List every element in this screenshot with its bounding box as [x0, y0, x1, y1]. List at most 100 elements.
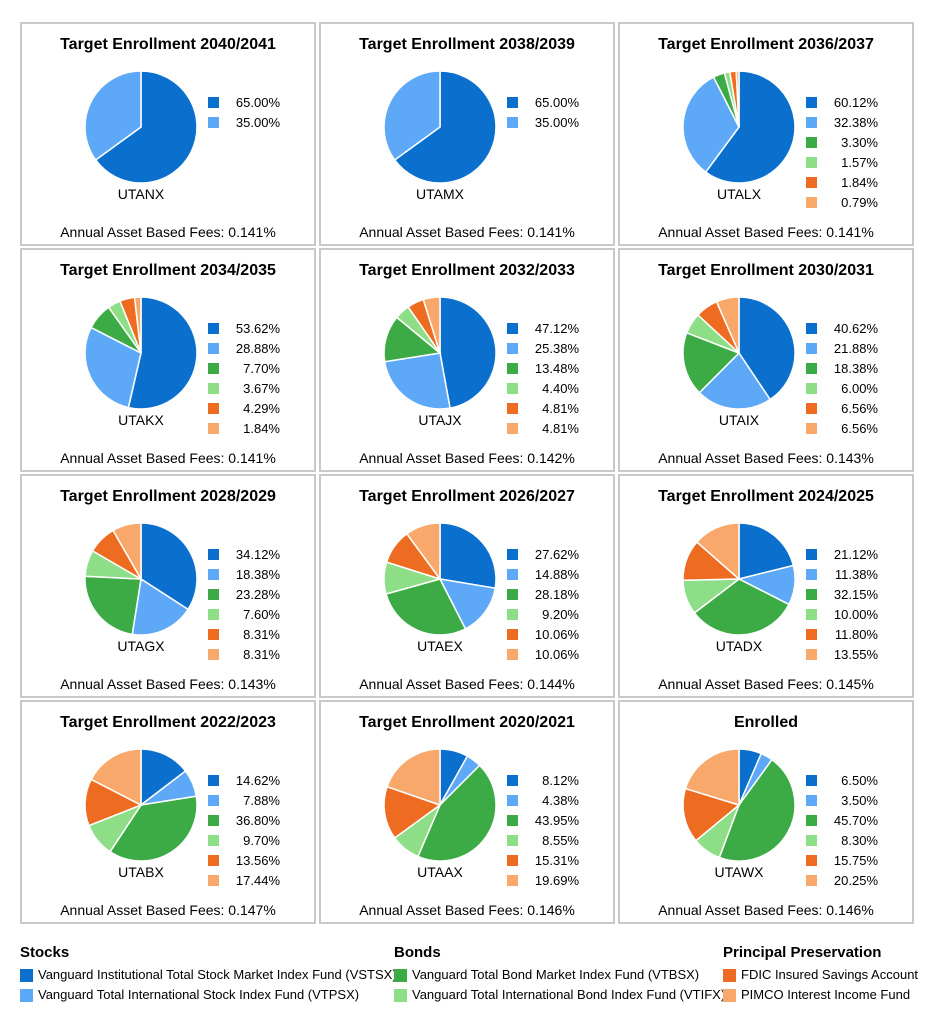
legend-value: 7.60%	[243, 607, 280, 622]
pie-slice-pimco	[112, 522, 142, 582]
chart-title: Target Enrollment 2038/2039	[359, 36, 575, 53]
legend-swatch-vtbsx	[507, 589, 518, 600]
annual-fees: Annual Asset Based Fees: 0.141%	[359, 224, 575, 240]
legend-value: 47.12%	[534, 321, 579, 336]
legend-item: 35.00%	[208, 114, 308, 134]
legend-swatch-vtbsx	[507, 363, 518, 374]
legend-item: 21.88%	[806, 340, 906, 360]
legend-value: 8.31%	[243, 627, 280, 642]
legend-swatch-vtpsx	[806, 795, 817, 806]
chart-title: Target Enrollment 2020/2021	[359, 714, 575, 731]
legend-item: 19.69%	[507, 872, 607, 892]
chart-title: Enrolled	[733, 714, 798, 731]
legend-swatch-vstsx	[806, 775, 817, 786]
pie-slice-pimco	[386, 748, 441, 807]
legend-value: 3.67%	[243, 381, 280, 396]
chart-legend: 53.62% 28.88% 7.70% 3.67% 4.29% 1.84%	[208, 320, 308, 440]
legend-swatch-vtpsx	[208, 117, 219, 128]
legend-value: 10.06%	[534, 647, 579, 662]
fund-ticker: UTAIX	[718, 412, 760, 428]
fund-ticker: UTANX	[117, 186, 165, 202]
allocation-chart: Target Enrollment 2032/2033 UTAJX 47.12% 25…	[319, 248, 615, 472]
legend-value: 4.38%	[542, 793, 579, 808]
pie-chart	[84, 296, 198, 410]
allocation-chart: Target Enrollment 2036/2037 UTALX 60.12% 32…	[618, 22, 914, 246]
legend-item: 23.28%	[208, 586, 308, 606]
legend-value: 7.88%	[243, 793, 280, 808]
legend-swatch-vtpsx	[507, 795, 518, 806]
legend-value: 15.31%	[534, 853, 579, 868]
pie-slice-vtpsx	[698, 351, 772, 410]
pie-slice-vtpsx	[84, 326, 142, 409]
fund-legend-item: FDIC Insured Savings Account	[723, 965, 918, 985]
pie-slice-pimco	[133, 296, 142, 354]
allocation-chart: Enrolled UTAWX 6.50% 3.50% 45.70% 8.30% 15.75%…	[618, 700, 914, 924]
fund-name: Vanguard Total Bond Market Index Fund (V…	[412, 967, 700, 982]
annual-fees: Annual Asset Based Fees: 0.141%	[60, 224, 276, 240]
chart-legend: 47.12% 25.38% 13.48% 4.40% 4.81% 4.81%	[507, 320, 607, 440]
fund-swatch-vstsx	[20, 969, 33, 982]
legend-value: 3.50%	[841, 793, 878, 808]
allocation-chart: Target Enrollment 2022/2023 UTABX 14.62% 7.…	[20, 700, 316, 924]
legend-item: 6.56%	[806, 420, 906, 440]
fund-ticker: UTAEX	[417, 638, 463, 654]
chart-legend: 6.50% 3.50% 45.70% 8.30% 15.75% 20.25%	[806, 772, 906, 892]
pie-chart	[682, 748, 796, 862]
fund-group-heading: Stocks	[20, 944, 70, 961]
legend-item: 8.12%	[507, 772, 607, 792]
legend-swatch-vtpsx	[507, 569, 518, 580]
pie-slice-vtbsx	[385, 578, 467, 636]
legend-value: 13.48%	[534, 361, 579, 376]
legend-swatch-pimco	[507, 423, 518, 434]
fund-group: Principal Preservation FDIC Insured Savin…	[723, 944, 918, 1005]
legend-item: 21.12%	[806, 546, 906, 566]
fund-ticker: UTAAX	[417, 864, 463, 880]
legend-swatch-fdic	[507, 629, 518, 640]
fund-ticker: UTAMX	[416, 186, 464, 202]
pie-chart	[682, 70, 796, 184]
chart-legend: 34.12% 18.38% 23.28% 7.60% 8.31% 8.31%	[208, 546, 308, 666]
pie-slice-fdic	[383, 785, 442, 839]
legend-item: 3.50%	[806, 792, 906, 812]
legend-item: 40.62%	[806, 320, 906, 340]
pie-chart	[682, 522, 796, 636]
fund-legend-item: Vanguard Total International Stock Index…	[20, 985, 397, 1005]
legend-swatch-fdic	[806, 629, 817, 640]
legend-item: 4.29%	[208, 400, 308, 420]
legend-item: 13.48%	[507, 360, 607, 380]
chart-title: Target Enrollment 2026/2027	[359, 488, 575, 505]
legend-item: 0.79%	[806, 194, 906, 214]
legend-value: 20.25%	[833, 873, 878, 888]
fund-group: Stocks Vanguard Institutional Total Stock…	[20, 944, 397, 1005]
legend-value: 13.55%	[833, 647, 878, 662]
legend-item: 4.40%	[507, 380, 607, 400]
legend-item: 8.31%	[208, 646, 308, 666]
allocation-chart: Target Enrollment 2038/2039 UTAMX 65.00% 35…	[319, 22, 615, 246]
fund-group-heading: Principal Preservation	[723, 944, 882, 961]
legend-swatch-vtbsx	[208, 589, 219, 600]
pie-slice-vtbsx	[416, 764, 497, 862]
legend-value: 43.95%	[534, 813, 579, 828]
allocation-chart: Target Enrollment 2024/2025 UTADX 21.12% 11…	[618, 474, 914, 698]
legend-swatch-vtbsx	[507, 815, 518, 826]
legend-value: 4.29%	[243, 401, 280, 416]
legend-item: 65.00%	[208, 94, 308, 114]
legend-swatch-vtpsx	[208, 569, 219, 580]
legend-swatch-vstsx	[507, 775, 518, 786]
legend-value: 65.00%	[235, 95, 280, 110]
legend-item: 4.38%	[507, 792, 607, 812]
chart-title: Target Enrollment 2032/2033	[359, 262, 575, 279]
fund-group-heading: Bonds	[394, 944, 441, 961]
legend-value: 11.38%	[834, 567, 878, 582]
fund-name: PIMCO Interest Income Fund	[741, 987, 911, 1002]
pie-slice-vstsx	[140, 748, 187, 807]
legend-swatch-vstsx	[806, 97, 817, 108]
pie-slice-pimco	[695, 522, 740, 581]
annual-fees: Annual Asset Based Fees: 0.146%	[658, 902, 874, 918]
legend-item: 15.75%	[806, 852, 906, 872]
legend-value: 8.55%	[542, 833, 579, 848]
legend-value: 17.44%	[235, 873, 280, 888]
fund-ticker: UTAKX	[118, 412, 164, 428]
legend-value: 6.50%	[841, 773, 878, 788]
pie-chart	[84, 748, 198, 862]
